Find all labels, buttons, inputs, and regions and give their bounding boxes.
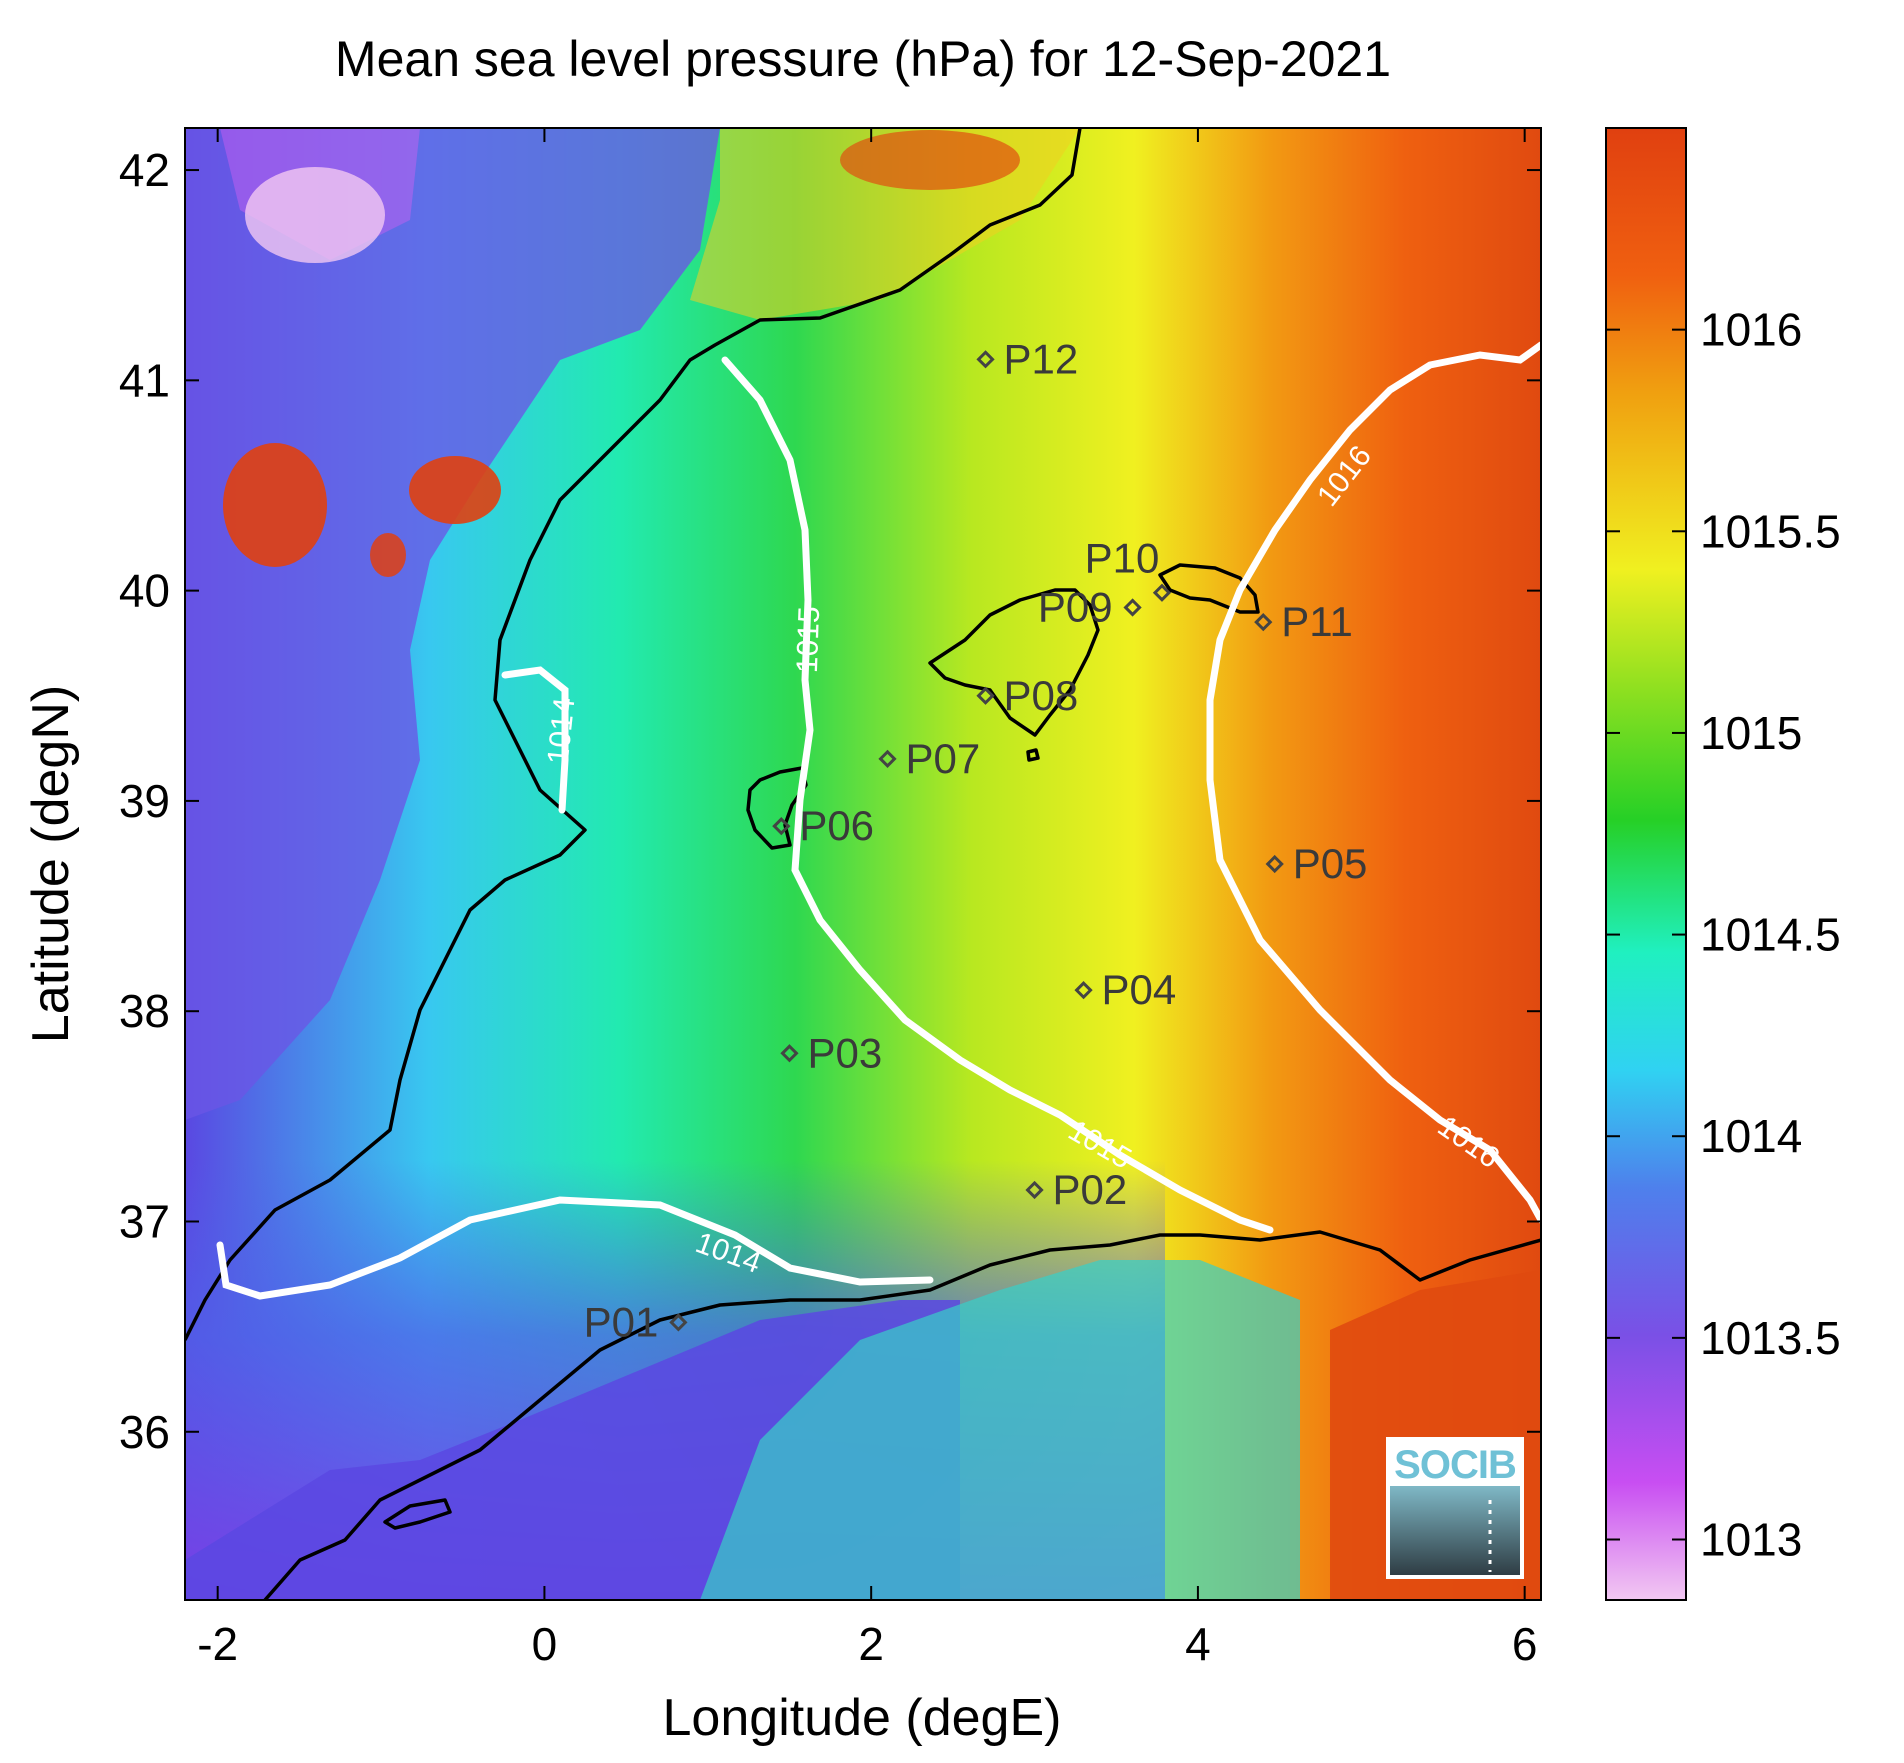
high-pressure-spot-3: [370, 533, 406, 577]
station-diamond-icon: [1074, 981, 1093, 1000]
low-pressure-spot: [245, 167, 385, 263]
station-marker: P12: [976, 335, 1079, 382]
station-diamond-icon: [1025, 1180, 1044, 1200]
y-tick-label: 40: [119, 565, 170, 617]
y-tick-label: 42: [119, 144, 170, 196]
station-label: P09: [1038, 583, 1113, 630]
station-label: P12: [1004, 335, 1079, 382]
station-diamond-icon: [1265, 854, 1284, 874]
colorbar-tick-label: 1016: [1700, 304, 1802, 356]
station-marker: P10: [1085, 535, 1172, 602]
contour-label-group: 1014 1014 1015 1015 1016 1016: [542, 440, 1506, 1280]
menorca-coastline: [1158, 563, 1260, 614]
coastline-group: [185, 128, 1541, 1600]
station-label: P01: [584, 1298, 659, 1345]
colorbar-tick-label: 1014.5: [1700, 909, 1841, 961]
y-axis: 36 37 38 39 40 41 42: [119, 144, 1541, 1458]
station-marker: P01: [584, 1298, 688, 1345]
x-tick-label: 4: [1185, 1618, 1211, 1670]
x-tick-label: 6: [1512, 1618, 1538, 1670]
station-label: P06: [799, 802, 874, 849]
north-african-coastline: [263, 1230, 1541, 1600]
station-marker: P03: [780, 1029, 882, 1076]
high-pressure-spot-1: [223, 443, 327, 567]
station-diamond-icon: [669, 1313, 688, 1332]
colorbar-tick-label: 1013: [1700, 1514, 1802, 1566]
x-tick-label: -2: [197, 1618, 238, 1670]
mallorca-coastline: [928, 588, 1100, 737]
colorbar-tick-label: 1015: [1700, 707, 1802, 759]
isobar-1015: [721, 356, 1274, 1234]
y-tick-label: 37: [119, 1195, 170, 1247]
station-diamond-icon: [1254, 613, 1273, 632]
station-marker: P06: [772, 802, 874, 849]
chart-title: Mean sea level pressure (hPa) for 12-Sep…: [335, 31, 1391, 87]
isobar-1016: [1206, 341, 1541, 1224]
isobar-1014-south: [216, 1196, 934, 1300]
colorbar-tick-label: 1013.5: [1700, 1312, 1841, 1364]
plot-frame: [184, 127, 1542, 1601]
x-tick-label: 2: [858, 1618, 884, 1670]
x-axis: -2 0 2 4 6: [197, 128, 1537, 1670]
y-tick-label: 39: [119, 775, 170, 827]
x-tick-label: 0: [532, 1618, 558, 1670]
socib-logo: SOCIB: [1386, 1437, 1524, 1579]
station-marker: P08: [976, 672, 1079, 719]
station-label: P02: [1053, 1166, 1128, 1213]
x-axis-label: Longitude (degE): [663, 1689, 1062, 1747]
station-marker: P02: [1025, 1166, 1128, 1213]
y-tick-label: 36: [119, 1406, 170, 1458]
y-axis-label: Latitude (degN): [22, 685, 80, 1043]
station-label: P11: [1281, 598, 1353, 645]
station-diamond-icon: [772, 817, 791, 836]
pressure-spot-4: [840, 130, 1020, 190]
contour-label: 1014: [542, 696, 582, 766]
y-tick-label: 41: [119, 354, 170, 406]
station-diamond-icon: [976, 350, 995, 369]
iberia-land: [185, 128, 720, 1120]
station-label: P04: [1102, 966, 1177, 1013]
station-label: P07: [906, 735, 981, 782]
ibiza-coastline: [746, 766, 808, 850]
station-marker: P11: [1254, 598, 1353, 645]
colorbar-tick-label: 1014: [1700, 1110, 1802, 1162]
colorbar-tick-label: 1015.5: [1700, 505, 1841, 557]
station-diamond-icon: [1123, 598, 1142, 617]
y-tick-label: 38: [119, 985, 170, 1037]
isobar-group: [216, 341, 1541, 1300]
colorbar-gradient: [1605, 127, 1687, 1601]
cabrera-coastline: [1026, 748, 1040, 762]
station-label: P10: [1085, 535, 1160, 582]
pressure-field: [185, 128, 1541, 1600]
contour-label: 1015: [791, 606, 826, 674]
isobar-1014-west: [501, 666, 569, 814]
station-marker: P04: [1074, 966, 1177, 1013]
station-diamond-icon: [780, 1044, 799, 1063]
station-marker: P09: [1038, 583, 1142, 630]
alboran-island: [383, 1498, 452, 1530]
colorbar-ticks: 1013 1013.5 1014 1014.5 1015 1015.5 1016: [1606, 304, 1841, 1566]
socib-logo-text: SOCIB: [1394, 1443, 1516, 1487]
station-diamond-icon: [1152, 583, 1172, 602]
iberian-coastline: [185, 128, 1082, 1341]
colorbar: 1013 1013.5 1014 1014.5 1015 1015.5 1016: [1605, 127, 1841, 1601]
station-label: P08: [1004, 672, 1079, 719]
station-label: P05: [1293, 840, 1368, 887]
station-diamond-icon: [976, 686, 995, 705]
station-label: P03: [807, 1029, 882, 1076]
north-africa-land-east: [700, 1260, 1300, 1600]
station-diamond-icon: [878, 749, 897, 768]
station-marker: P07: [878, 735, 981, 782]
station-marker: P05: [1265, 840, 1368, 887]
high-pressure-spot-2: [409, 456, 501, 524]
